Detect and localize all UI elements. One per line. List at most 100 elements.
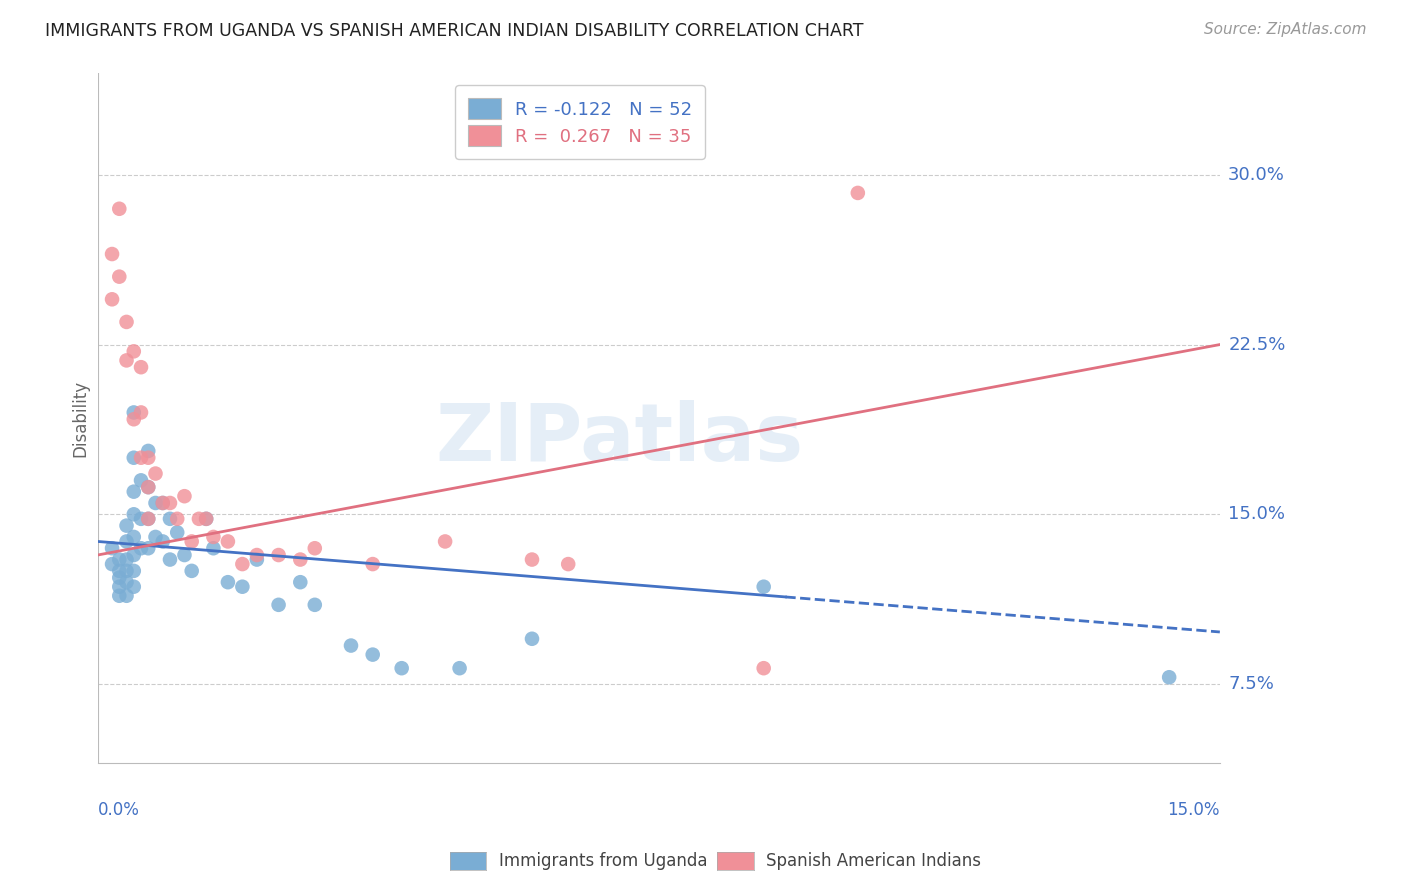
Text: ZIPatlas: ZIPatlas	[436, 400, 804, 478]
Point	[231, 557, 253, 571]
Point	[122, 405, 145, 419]
Point	[202, 541, 225, 556]
Point	[159, 552, 181, 566]
Point	[290, 552, 312, 566]
Text: 15.0%: 15.0%	[1167, 801, 1220, 819]
Point	[195, 512, 218, 526]
Point	[136, 480, 159, 494]
Point	[136, 480, 159, 494]
Point	[122, 508, 145, 522]
Point	[557, 557, 579, 571]
Point	[180, 534, 202, 549]
Point	[108, 589, 131, 603]
Point	[115, 564, 138, 578]
Point	[752, 580, 775, 594]
Point	[152, 534, 174, 549]
Point	[361, 648, 384, 662]
Point	[129, 405, 152, 419]
Point	[152, 496, 174, 510]
Point	[304, 598, 326, 612]
Text: Spanish American Indians: Spanish American Indians	[766, 852, 981, 870]
Point	[159, 512, 181, 526]
Text: 0.0%: 0.0%	[97, 801, 139, 819]
Point	[173, 548, 195, 562]
Point	[122, 344, 145, 359]
Point	[267, 548, 290, 562]
Point	[145, 496, 167, 510]
Point	[290, 575, 312, 590]
Point	[246, 552, 269, 566]
Point	[152, 496, 174, 510]
Point	[180, 564, 202, 578]
Point	[122, 412, 145, 426]
Point	[115, 552, 138, 566]
Point	[752, 661, 775, 675]
Point	[108, 564, 131, 578]
Point	[122, 530, 145, 544]
Point	[122, 548, 145, 562]
Y-axis label: Disability: Disability	[72, 380, 89, 457]
Point	[115, 518, 138, 533]
Point	[122, 484, 145, 499]
Point	[195, 512, 218, 526]
Point	[217, 575, 239, 590]
Point	[101, 247, 124, 261]
Point	[122, 564, 145, 578]
Point	[108, 269, 131, 284]
Point	[187, 512, 209, 526]
Point	[340, 639, 363, 653]
Point	[108, 202, 131, 216]
Point	[129, 360, 152, 375]
Text: 22.5%: 22.5%	[1229, 335, 1285, 353]
Point	[129, 541, 152, 556]
Point	[145, 530, 167, 544]
Point	[115, 315, 138, 329]
Point	[202, 530, 225, 544]
Point	[136, 444, 159, 458]
Point	[449, 661, 471, 675]
Point	[129, 512, 152, 526]
Point	[136, 450, 159, 465]
Point	[129, 474, 152, 488]
Point	[166, 525, 188, 540]
Point	[166, 512, 188, 526]
Text: 15.0%: 15.0%	[1229, 505, 1285, 524]
Point	[115, 534, 138, 549]
Point	[136, 541, 159, 556]
Point	[122, 450, 145, 465]
Point	[108, 580, 131, 594]
Text: Immigrants from Uganda: Immigrants from Uganda	[499, 852, 707, 870]
Point	[101, 541, 124, 556]
Point	[108, 552, 131, 566]
Point	[115, 353, 138, 368]
Text: IMMIGRANTS FROM UGANDA VS SPANISH AMERICAN INDIAN DISABILITY CORRELATION CHART: IMMIGRANTS FROM UGANDA VS SPANISH AMERIC…	[45, 22, 863, 40]
Point	[304, 541, 326, 556]
Point	[217, 534, 239, 549]
Point	[391, 661, 413, 675]
Legend: R = -0.122   N = 52, R =  0.267   N = 35: R = -0.122 N = 52, R = 0.267 N = 35	[456, 86, 704, 159]
Point	[267, 598, 290, 612]
Point	[101, 557, 124, 571]
Point	[246, 548, 269, 562]
Point	[159, 496, 181, 510]
Point	[108, 571, 131, 585]
Text: 7.5%: 7.5%	[1229, 675, 1274, 693]
Point	[115, 589, 138, 603]
Point	[520, 632, 543, 646]
Point	[136, 512, 159, 526]
Text: 30.0%: 30.0%	[1229, 166, 1285, 184]
Point	[101, 293, 124, 307]
Point	[129, 450, 152, 465]
Point	[231, 580, 253, 594]
Point	[115, 575, 138, 590]
Point	[145, 467, 167, 481]
Point	[846, 186, 869, 200]
Point	[173, 489, 195, 503]
Point	[136, 512, 159, 526]
Point	[520, 552, 543, 566]
Point	[361, 557, 384, 571]
Point	[1159, 670, 1181, 684]
Point	[434, 534, 457, 549]
Point	[122, 580, 145, 594]
Text: Source: ZipAtlas.com: Source: ZipAtlas.com	[1204, 22, 1367, 37]
